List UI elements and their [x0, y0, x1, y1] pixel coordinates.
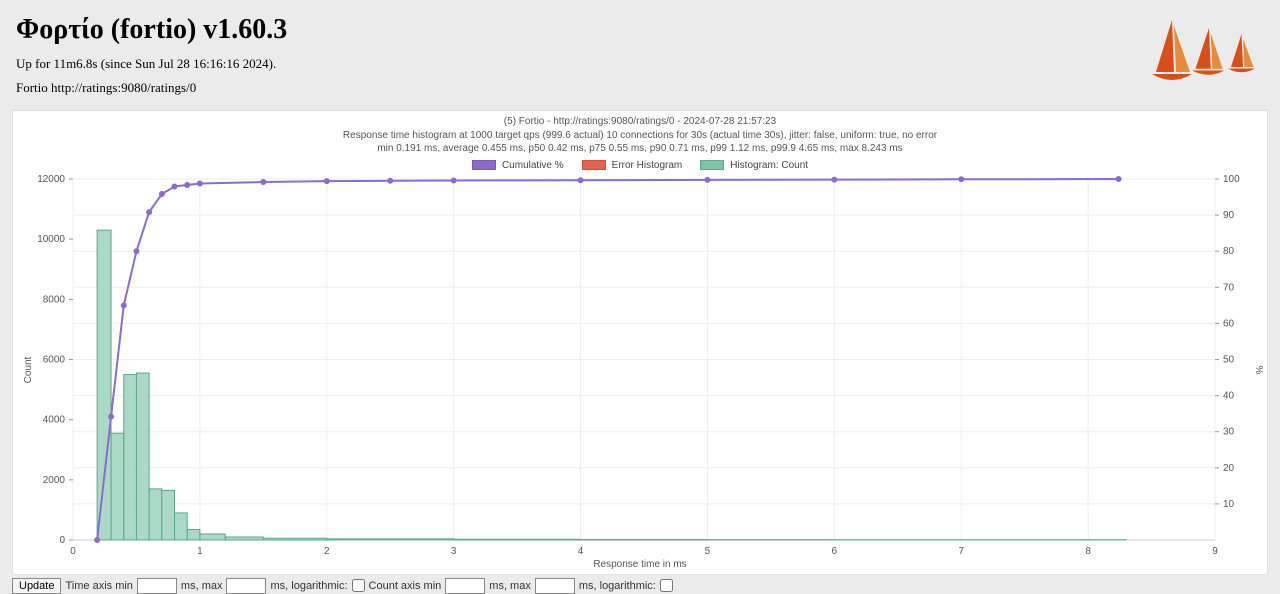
svg-text:70: 70 — [1223, 282, 1235, 293]
svg-text:0: 0 — [59, 535, 65, 546]
svg-text:1: 1 — [197, 546, 203, 557]
update-button[interactable]: Update — [12, 578, 61, 594]
svg-text:40: 40 — [1223, 390, 1235, 401]
chart-titles: (5) Fortio - http://ratings:9080/ratings… — [21, 115, 1259, 156]
chart-title-line3: min 0.191 ms, average 0.455 ms, p50 0.42… — [21, 142, 1259, 156]
controls-row: Update Time axis min ms, max ms, logarit… — [0, 575, 1280, 594]
legend-error[interactable]: Error Histogram — [582, 160, 683, 171]
count-min-input[interactable] — [445, 578, 485, 594]
svg-text:6000: 6000 — [43, 354, 66, 365]
count-log-label: ms, logarithmic: — [579, 580, 656, 592]
svg-text:6: 6 — [832, 546, 838, 557]
svg-text:100: 100 — [1223, 174, 1240, 185]
plot-area[interactable]: Count % Response time in ms 012345678902… — [21, 173, 1259, 568]
svg-text:50: 50 — [1223, 354, 1235, 365]
svg-text:30: 30 — [1223, 426, 1235, 437]
svg-text:90: 90 — [1223, 210, 1235, 221]
time-log-checkbox[interactable] — [352, 579, 365, 592]
svg-text:12000: 12000 — [37, 174, 65, 185]
time-min-label: Time axis min — [65, 580, 132, 592]
target-line: Fortio http://ratings:9080/ratings/0 — [16, 80, 1264, 96]
legend-cumulative-label: Cumulative % — [502, 160, 564, 171]
legend-histogram-label: Histogram: Count — [730, 160, 808, 171]
svg-text:9: 9 — [1212, 546, 1218, 557]
y-right-axis-label: % — [1253, 366, 1264, 375]
legend-cumulative[interactable]: Cumulative % — [472, 160, 564, 171]
time-min-input[interactable] — [137, 578, 177, 594]
legend-histogram[interactable]: Histogram: Count — [700, 160, 808, 171]
svg-text:2000: 2000 — [43, 474, 66, 485]
svg-text:7: 7 — [958, 546, 964, 557]
header-area: Φορτίο (fortio) v1.60.3 Up for 11m6.8s (… — [0, 0, 1280, 110]
count-min-label: Count axis min — [369, 580, 442, 592]
svg-text:5: 5 — [705, 546, 711, 557]
svg-text:0: 0 — [70, 546, 76, 557]
chart-panel: (5) Fortio - http://ratings:9080/ratings… — [12, 110, 1268, 575]
svg-text:20: 20 — [1223, 462, 1235, 473]
legend-error-label: Error Histogram — [612, 160, 683, 171]
page-title: Φορτίο (fortio) v1.60.3 — [16, 14, 1264, 46]
time-log-label: ms, logarithmic: — [270, 580, 347, 592]
svg-text:10: 10 — [1223, 498, 1235, 509]
sailboat-logo-icon — [1148, 16, 1268, 86]
svg-text:60: 60 — [1223, 318, 1235, 329]
y-left-axis-label: Count — [23, 357, 34, 384]
ms-max-label-2: ms, max — [489, 580, 531, 592]
uptime-line: Up for 11m6.8s (since Sun Jul 28 16:16:1… — [16, 56, 1264, 72]
svg-text:8: 8 — [1085, 546, 1091, 557]
svg-text:4: 4 — [578, 546, 584, 557]
x-axis-label: Response time in ms — [593, 559, 686, 570]
count-log-checkbox[interactable] — [660, 579, 673, 592]
svg-text:8000: 8000 — [43, 294, 66, 305]
chart-title-line1: (5) Fortio - http://ratings:9080/ratings… — [21, 115, 1259, 129]
ms-max-label: ms, max — [181, 580, 223, 592]
fortio-logo — [1148, 16, 1268, 86]
svg-text:10000: 10000 — [37, 234, 65, 245]
time-max-input[interactable] — [226, 578, 266, 594]
svg-text:80: 80 — [1223, 246, 1235, 257]
chart-legend: Cumulative % Error Histogram Histogram: … — [21, 160, 1259, 171]
count-max-input[interactable] — [535, 578, 575, 594]
chart-svg: 0123456789020004000600080001000012000102… — [21, 173, 1259, 568]
svg-text:3: 3 — [451, 546, 457, 557]
chart-title-line2: Response time histogram at 1000 target q… — [21, 129, 1259, 143]
svg-text:2: 2 — [324, 546, 330, 557]
svg-text:4000: 4000 — [43, 414, 66, 425]
